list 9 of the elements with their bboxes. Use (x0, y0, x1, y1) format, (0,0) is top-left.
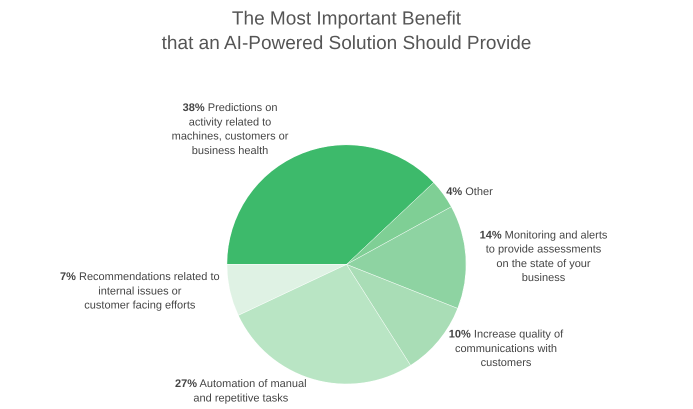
slice-label: Recommendations related to internal issues or customer facing efforts (78, 271, 220, 312)
data-label: 10% (448, 328, 472, 341)
data-label: 38% (182, 102, 205, 114)
data-label: 4% (446, 186, 462, 198)
chart-title: The Most Important Benefit that an AI-Powered Solution Should Provide (162, 8, 532, 54)
data-label: 14% (480, 229, 502, 242)
slice-label: Other (465, 186, 493, 198)
data-label: 7% (60, 271, 76, 284)
data-label: 27% (175, 378, 198, 390)
